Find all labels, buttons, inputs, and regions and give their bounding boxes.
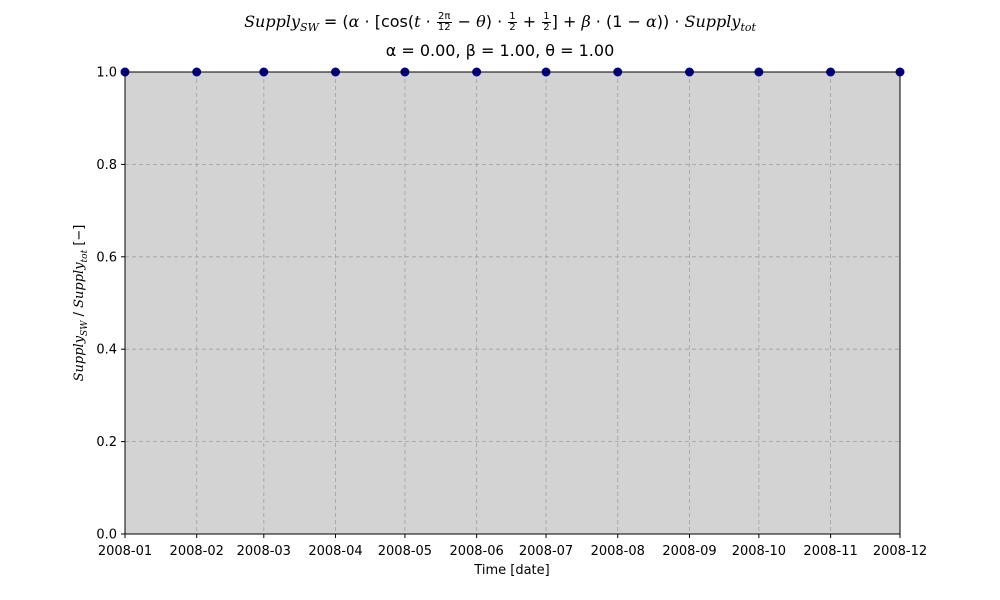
y-tick-label: 0.2 xyxy=(96,435,117,450)
y-tick-label: 0.8 xyxy=(96,158,117,173)
y-tick-label: 1.0 xyxy=(96,66,117,81)
grid-layer xyxy=(124,71,901,535)
x-tick-label: 2008-05 xyxy=(378,544,432,559)
y-tick-label: 0.0 xyxy=(96,528,117,543)
x-tick-label: 2008-01 xyxy=(98,544,152,559)
beta-parameter: β = 1.00 xyxy=(465,41,536,60)
x-tick-label: 2008-11 xyxy=(803,544,857,559)
y-tick-label: 0.4 xyxy=(96,343,117,358)
x-tick-label: 2008-12 xyxy=(873,544,927,559)
x-axis-label: Time [date] xyxy=(473,563,549,578)
x-tick-label: 2008-04 xyxy=(308,544,362,559)
alpha-parameter: α = 0.00 xyxy=(385,41,456,60)
x-tick-label: 2008-03 xyxy=(237,544,291,559)
x-tick-label: 2008-02 xyxy=(170,544,224,559)
x-tick-label: 2008-08 xyxy=(591,544,645,559)
plot-area xyxy=(125,72,900,534)
theta-parameter: θ = 1.00 xyxy=(545,41,615,60)
y-axis-label: SupplySW / Supplytot [−] xyxy=(72,225,90,382)
plot-frame xyxy=(124,71,901,535)
x-tick-label: 2008-06 xyxy=(449,544,503,559)
x-tick-label: 2008-10 xyxy=(732,544,786,559)
x-tick-label: 2008-07 xyxy=(519,544,573,559)
x-tick-label: 2008-09 xyxy=(662,544,716,559)
y-tick-label: 0.6 xyxy=(96,250,117,265)
chart-title-line-2: α = 0.00, β = 1.00, θ = 1.00 xyxy=(385,41,615,60)
tick-layer: 2008-01 2008-02 2008-03 2008-04 2008-05 2008-… xyxy=(96,66,927,560)
